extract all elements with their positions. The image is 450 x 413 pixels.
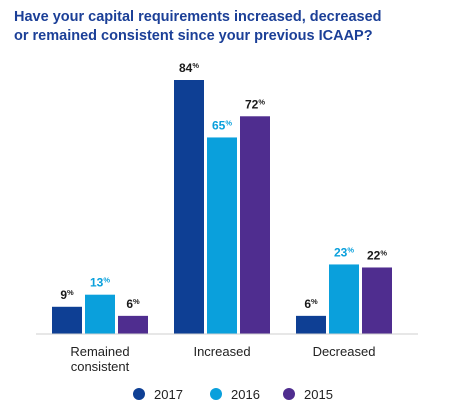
legend-item-2017: 2017 bbox=[133, 384, 183, 404]
value-label-2015-2: 22% bbox=[367, 248, 387, 262]
legend-swatch-2016 bbox=[210, 388, 222, 400]
legend-swatch-2017 bbox=[133, 388, 145, 400]
bar-2016-0 bbox=[85, 294, 115, 334]
bar-2015-2 bbox=[362, 267, 392, 334]
chart-title-line-2: or remained consistent since your previo… bbox=[14, 28, 373, 44]
legend-label-2017: 2017 bbox=[154, 386, 183, 402]
bar-2017-0 bbox=[52, 306, 82, 334]
bar-2016-2 bbox=[329, 264, 359, 334]
bar-2015-1 bbox=[240, 116, 270, 335]
category-label-2-0: Decreased bbox=[313, 344, 376, 359]
legend-label-2016: 2016 bbox=[231, 386, 260, 402]
bar-2017-2 bbox=[296, 315, 326, 334]
chart-title: Have your capital requirements increased… bbox=[14, 8, 438, 46]
legend-swatch-2015 bbox=[283, 388, 295, 400]
value-label-2017-0: 9% bbox=[60, 288, 74, 302]
legend-label-2015: 2015 bbox=[304, 386, 333, 402]
value-label-2016-2: 23% bbox=[334, 245, 354, 259]
value-label-2016-1: 65% bbox=[212, 118, 232, 132]
legend: 2017 2016 2015 bbox=[0, 384, 450, 404]
bar-2015-0 bbox=[118, 315, 148, 334]
bars-group bbox=[52, 80, 392, 335]
category-label-0-1: consistent bbox=[71, 359, 130, 374]
value-label-2016-0: 13% bbox=[90, 276, 110, 290]
bar-2017-1 bbox=[174, 80, 204, 334]
chart-title-line-1: Have your capital requirements increased… bbox=[14, 9, 382, 25]
bar-2016-1 bbox=[207, 137, 237, 334]
legend-item-2016: 2016 bbox=[210, 384, 260, 404]
value-labels-group: 9% 13% 6% 84% 65% 72% 6% 23% 22% bbox=[60, 61, 387, 311]
value-label-2015-0: 6% bbox=[126, 297, 140, 311]
value-label-2017-1: 84% bbox=[179, 61, 199, 75]
category-label-1-0: Increased bbox=[193, 344, 250, 359]
value-label-2017-2: 6% bbox=[304, 297, 318, 311]
value-label-2015-1: 72% bbox=[245, 97, 265, 111]
legend-item-2015: 2015 bbox=[283, 384, 333, 404]
category-label-0-0: Remained bbox=[70, 344, 129, 359]
